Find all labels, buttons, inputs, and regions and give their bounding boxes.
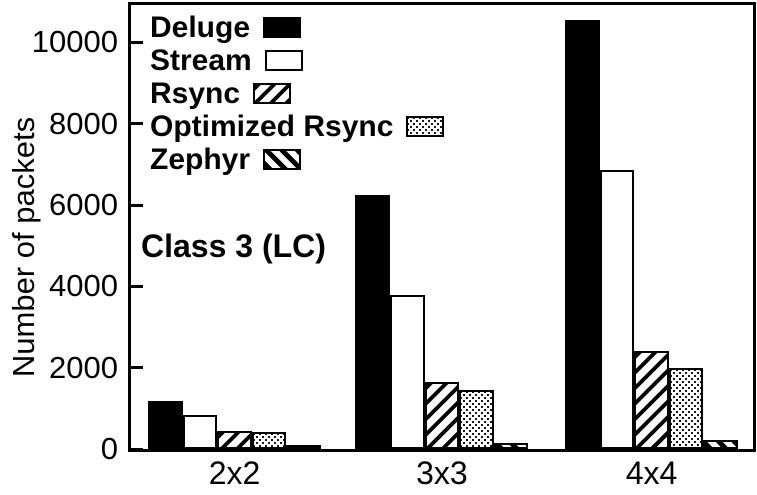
bar-deluge-2x2 xyxy=(148,401,183,449)
legend-swatch-white xyxy=(264,50,303,71)
y-tick-label: 6000 xyxy=(49,187,118,223)
legend-label: Deluge xyxy=(150,10,251,44)
y-tick-mark xyxy=(131,447,143,451)
legend-item-stream: Stream xyxy=(150,44,444,77)
legend-swatch-solid-black xyxy=(263,17,302,38)
bar-stream-2x2 xyxy=(182,415,218,449)
legend-item-rsync: Rsync xyxy=(150,77,444,110)
y-tick-mark xyxy=(131,284,143,288)
y-tick-mark xyxy=(131,40,143,44)
x-category-label-4x4: 4x4 xyxy=(625,455,678,491)
bar-stream-3x3 xyxy=(390,295,425,449)
bar-stream-4x4 xyxy=(599,169,635,449)
y-tick-mark xyxy=(131,203,143,207)
bar-rsync-2x2 xyxy=(217,431,252,449)
bar-zephyr-4x4 xyxy=(703,440,738,449)
bar-rsync-4x4 xyxy=(634,351,669,449)
y-tick-label: 4000 xyxy=(49,268,118,304)
bar-optimized-rsync-4x4 xyxy=(668,367,704,449)
legend: Deluge Stream Rsync Optimized Rsync Zephyr xyxy=(150,11,445,176)
y-tick-label: 0 xyxy=(100,431,118,466)
legend-swatch-hatch-forward xyxy=(253,83,292,104)
legend-label: Rsync xyxy=(150,76,241,110)
legend-swatch-hatch-back xyxy=(263,149,302,170)
bar-zephyr-2x2 xyxy=(286,445,321,450)
legend-swatch-stipple-dots xyxy=(406,116,445,137)
y-tick-label: 2000 xyxy=(49,349,118,385)
bar-deluge-3x3 xyxy=(355,194,390,449)
bar-zephyr-3x3 xyxy=(493,443,529,449)
legend-item-optimized-rsync: Optimized Rsync xyxy=(150,109,445,143)
legend-item-zephyr: Zephyr xyxy=(150,143,444,176)
legend-item-deluge: Deluge xyxy=(150,11,444,44)
y-tick-mark xyxy=(131,122,143,126)
annotation-class-label: Class 3 (LC) xyxy=(141,228,326,264)
y-tick-mark xyxy=(131,366,143,370)
y-tick-label: 8000 xyxy=(49,105,118,141)
legend-label: Stream xyxy=(150,43,252,77)
legend-label: Zephyr xyxy=(150,142,251,176)
y-tick-label: 10000 xyxy=(31,24,118,60)
legend-label: Optimized Rsync xyxy=(150,109,394,143)
bar-deluge-4x4 xyxy=(565,20,600,449)
y-axis-title: Number of packets xyxy=(6,116,41,378)
x-category-label-3x3: 3x3 xyxy=(416,455,468,491)
bar-optimized-rsync-3x3 xyxy=(459,390,494,449)
x-category-label-2x2: 2x2 xyxy=(208,455,261,491)
bar-optimized-rsync-2x2 xyxy=(251,431,287,449)
bar-rsync-3x3 xyxy=(424,381,460,449)
